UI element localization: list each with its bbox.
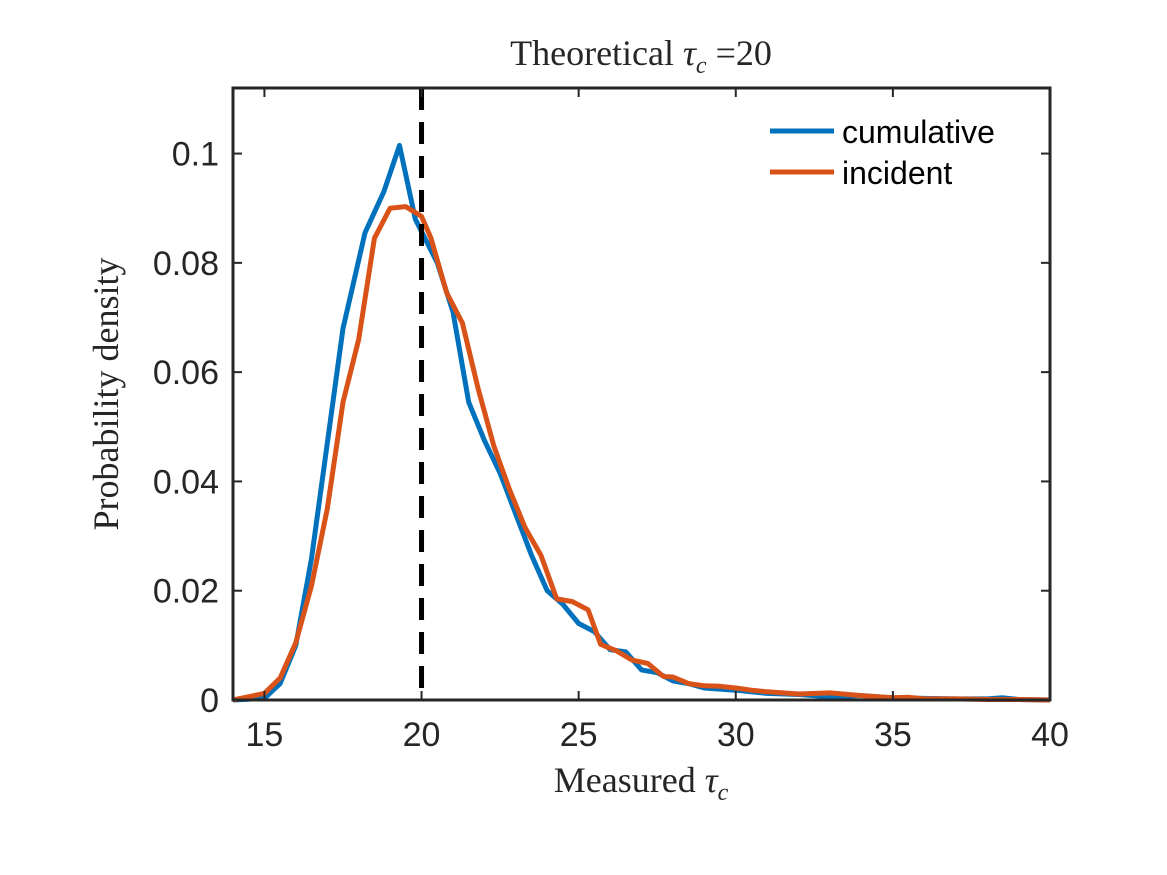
x-axis-label-symbol: τ <box>705 760 719 800</box>
x-axis-label-subscript: c <box>718 780 729 806</box>
series-line-incident <box>232 204 1051 703</box>
y-ticks: 0 0.02 0.04 0.06 0.08 0.1 <box>153 136 1050 720</box>
x-axis-label: Measured τc <box>554 760 729 806</box>
y-tick-label: 0.08 <box>153 245 219 283</box>
x-ticks: 15 20 25 30 35 40 <box>246 88 1069 754</box>
x-tick-label: 20 <box>403 716 441 754</box>
chart-title-suffix: =20 <box>707 33 772 73</box>
x-tick-label: 15 <box>246 716 284 754</box>
y-tick-label: 0.06 <box>153 354 219 392</box>
legend: cumulative incident <box>770 114 995 191</box>
x-tick-label: 25 <box>560 716 598 754</box>
y-axis-label: Probability density <box>86 258 126 531</box>
y-tick-label: 0 <box>200 682 219 720</box>
axes-box <box>231 86 1052 702</box>
series-line-cumulative <box>232 142 1051 703</box>
x-tick-label: 35 <box>874 716 912 754</box>
chart-title-prefix: Theoretical <box>510 33 683 73</box>
chart-title-subscript: c <box>696 53 707 79</box>
series-layer <box>232 142 1051 703</box>
legend-label-cumulative: cumulative <box>842 114 995 150</box>
y-tick-label: 0.1 <box>172 136 219 174</box>
y-tick-label: 0.04 <box>153 463 219 501</box>
x-tick-label: 40 <box>1031 716 1069 754</box>
chart-title: Theoretical τc =20 <box>510 33 772 79</box>
chart-title-symbol: τ <box>683 33 697 73</box>
x-axis-label-prefix: Measured <box>554 760 705 800</box>
y-tick-label: 0.02 <box>153 573 219 611</box>
x-tick-label: 30 <box>717 716 755 754</box>
legend-label-incident: incident <box>842 155 952 191</box>
